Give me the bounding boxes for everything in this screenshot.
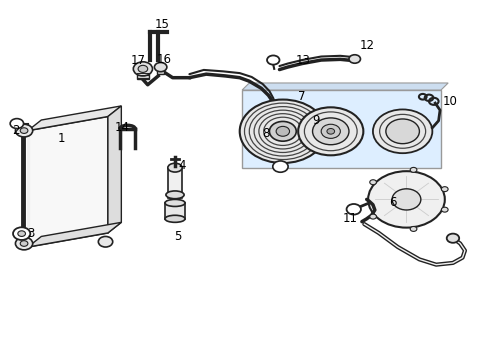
Circle shape: [346, 204, 360, 215]
Circle shape: [269, 121, 296, 141]
Text: 7: 7: [298, 90, 305, 103]
Circle shape: [16, 237, 33, 250]
Text: 4: 4: [178, 159, 185, 172]
Text: 17: 17: [130, 54, 145, 67]
Text: 5: 5: [173, 230, 181, 243]
Circle shape: [20, 241, 28, 246]
Ellipse shape: [164, 215, 184, 222]
Circle shape: [10, 118, 23, 129]
Circle shape: [348, 55, 360, 63]
Text: 11: 11: [342, 212, 357, 225]
Text: 6: 6: [388, 197, 396, 210]
Polygon shape: [28, 106, 121, 131]
Text: 15: 15: [154, 18, 169, 31]
Circle shape: [13, 227, 30, 240]
Text: 9: 9: [312, 113, 320, 126]
Text: 13: 13: [295, 54, 310, 67]
Text: 12: 12: [359, 39, 373, 52]
Text: 2: 2: [12, 124, 19, 137]
Polygon shape: [28, 222, 121, 247]
Circle shape: [16, 124, 33, 137]
Polygon shape: [242, 90, 440, 168]
Circle shape: [272, 161, 287, 172]
Circle shape: [98, 237, 112, 247]
Circle shape: [441, 207, 447, 212]
Circle shape: [409, 167, 416, 172]
Bar: [164, 203, 184, 219]
Circle shape: [276, 126, 289, 136]
Circle shape: [312, 118, 348, 145]
Circle shape: [266, 55, 279, 65]
Bar: [137, 72, 148, 80]
Circle shape: [133, 62, 152, 76]
Ellipse shape: [167, 163, 182, 172]
Circle shape: [321, 124, 340, 138]
Circle shape: [369, 214, 376, 219]
Circle shape: [326, 129, 334, 134]
Circle shape: [441, 187, 447, 192]
Text: 14: 14: [115, 121, 129, 134]
Ellipse shape: [165, 191, 184, 199]
Circle shape: [239, 100, 325, 163]
Text: 10: 10: [442, 95, 457, 108]
Text: 1: 1: [58, 132, 65, 145]
Circle shape: [367, 171, 444, 228]
Bar: [157, 67, 164, 74]
Circle shape: [385, 119, 419, 144]
Ellipse shape: [164, 199, 184, 207]
Bar: [167, 168, 182, 198]
Circle shape: [18, 231, 25, 237]
Polygon shape: [28, 117, 108, 247]
Circle shape: [298, 107, 363, 155]
Polygon shape: [242, 83, 447, 90]
Circle shape: [138, 65, 147, 72]
Polygon shape: [108, 106, 121, 233]
Circle shape: [372, 109, 431, 153]
Text: 16: 16: [156, 53, 171, 66]
Circle shape: [154, 63, 166, 72]
Circle shape: [409, 226, 416, 231]
Circle shape: [391, 189, 420, 210]
Circle shape: [446, 234, 458, 243]
Text: 3: 3: [27, 227, 35, 240]
Circle shape: [369, 180, 376, 185]
Text: 8: 8: [262, 127, 269, 140]
Circle shape: [20, 128, 28, 134]
